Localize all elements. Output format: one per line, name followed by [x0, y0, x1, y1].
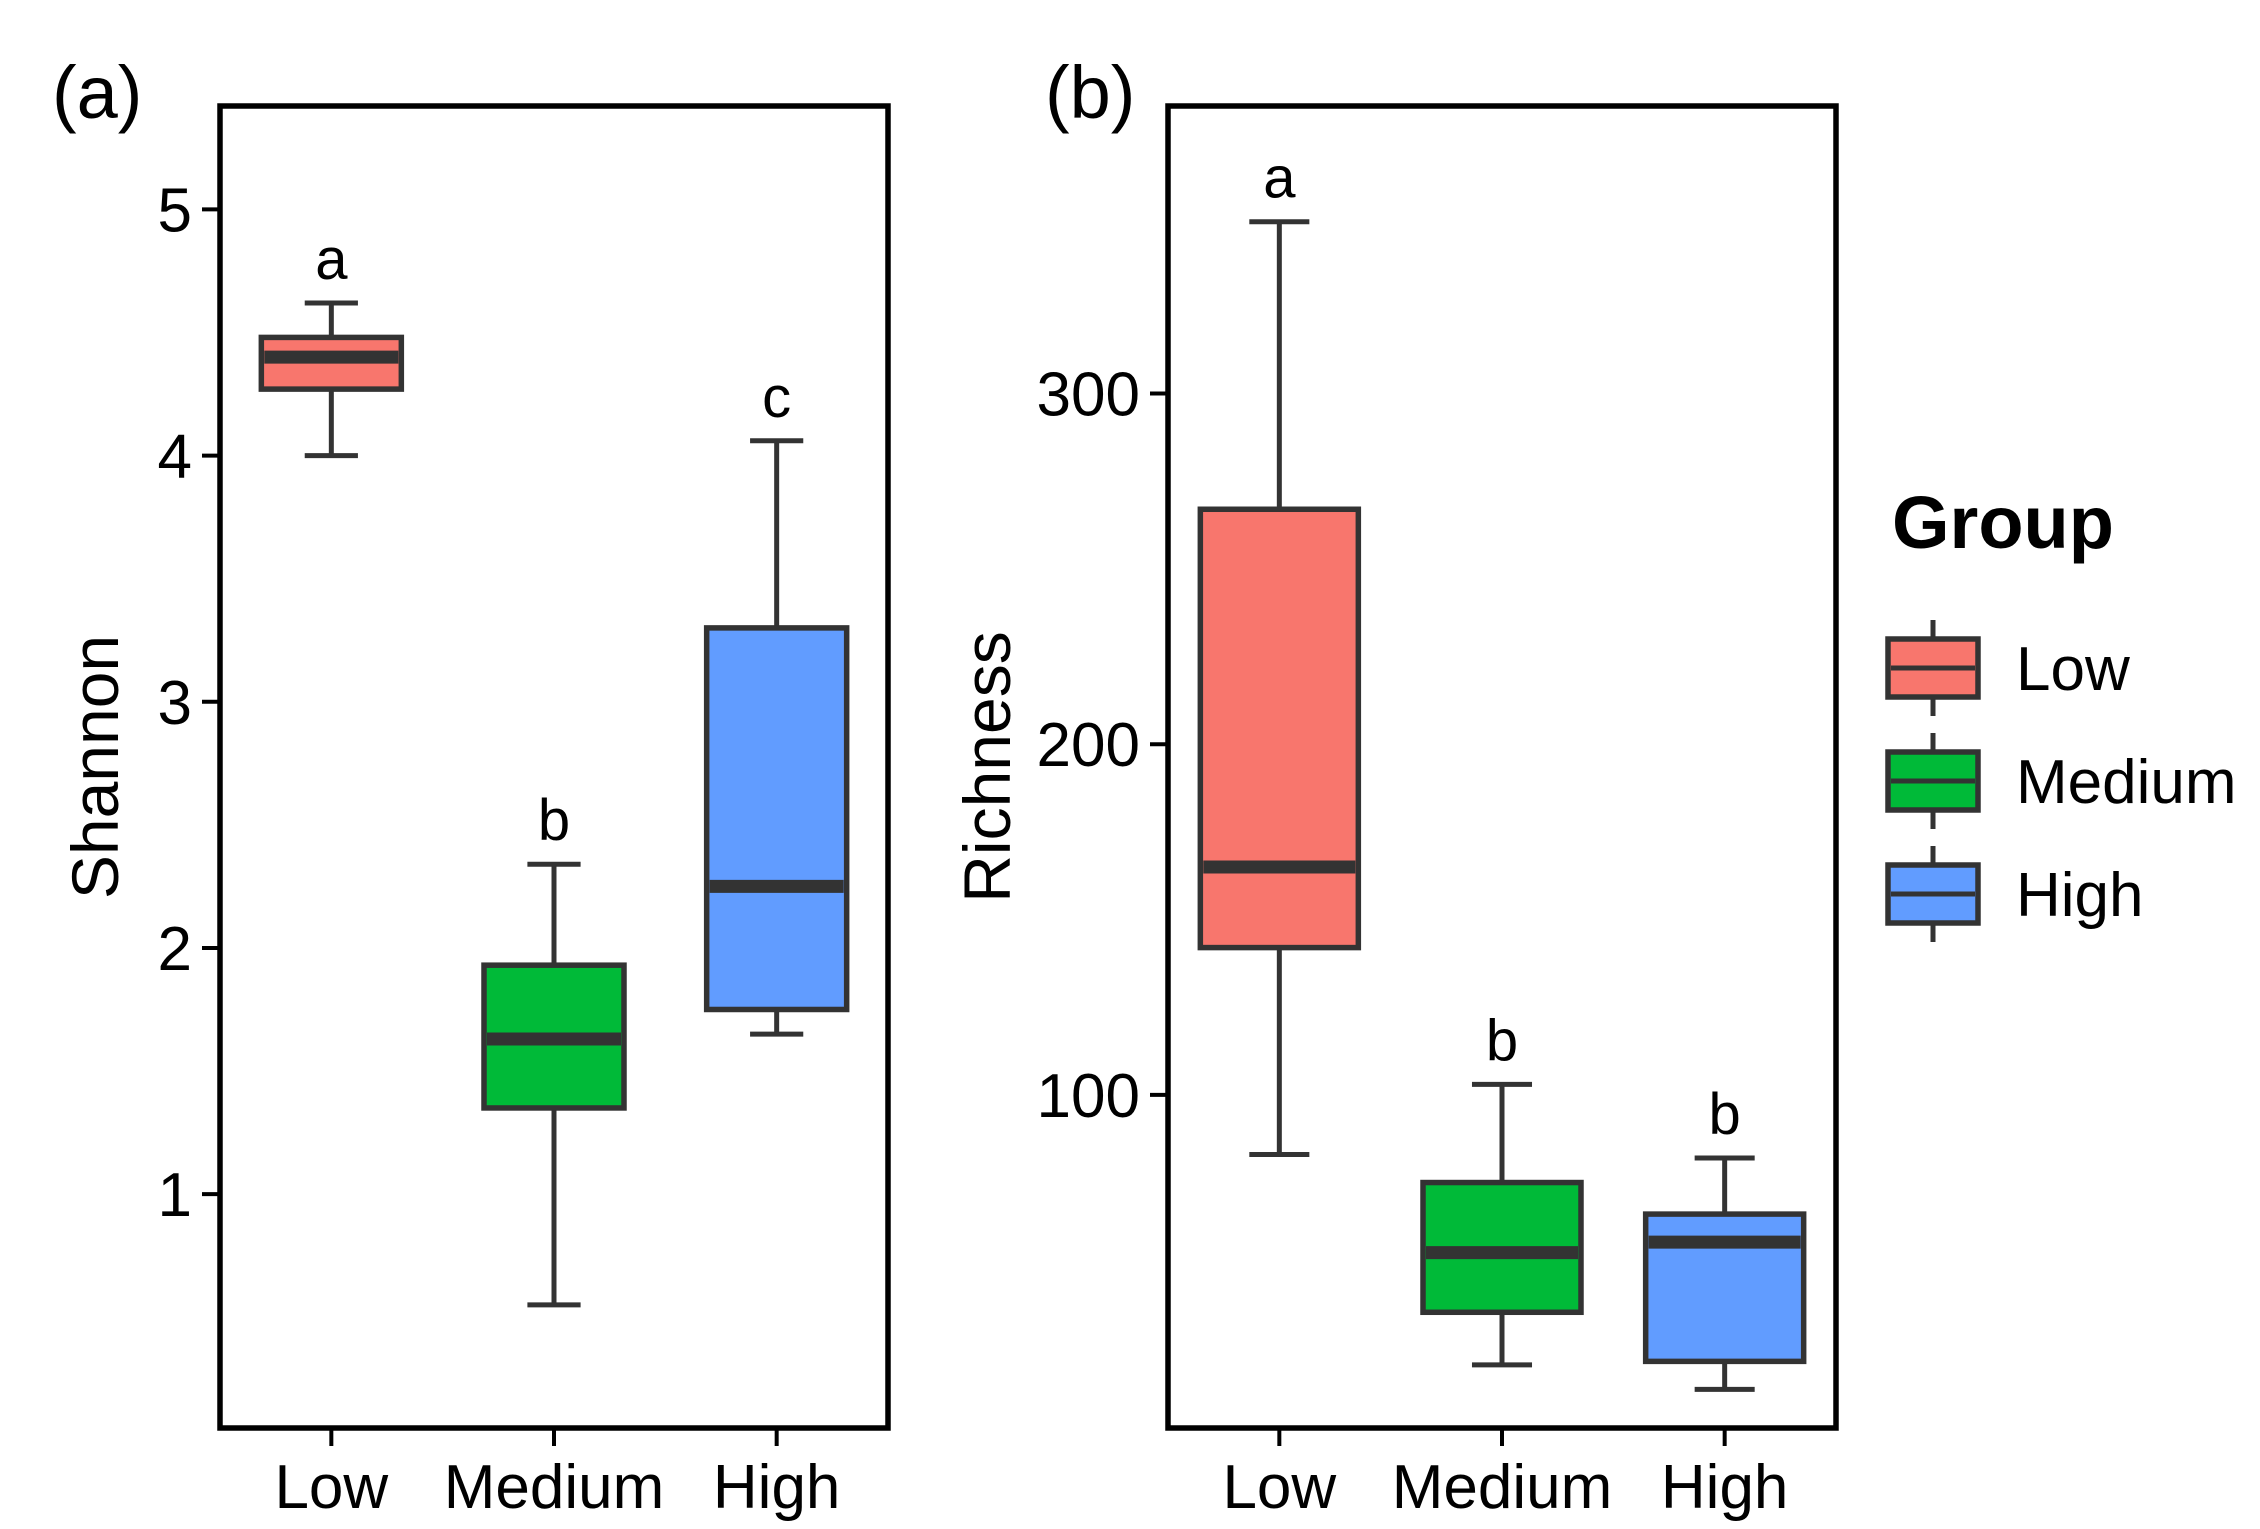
significance-letter: c	[762, 365, 791, 430]
box-medium: b	[1420, 1008, 1584, 1368]
legend-label-low: Low	[2016, 635, 2130, 704]
x-tick-label-high: High	[713, 1453, 841, 1522]
legend-key-low	[1885, 620, 1981, 716]
box-high: c	[703, 365, 850, 1037]
legend-label-high: High	[2016, 861, 2144, 930]
y-tick-label: 100	[1037, 1062, 1140, 1131]
y-tick-label: 4	[158, 423, 192, 492]
panel-b-richness: (b) Richness 100 200 300 Low Medium High a b b	[950, 51, 1839, 1522]
significance-letter: b	[538, 788, 570, 853]
x-tick-label-medium: Medium	[1392, 1453, 1613, 1522]
significance-letter: b	[1709, 1082, 1741, 1147]
y-tick-label: 5	[158, 176, 192, 245]
y-axis-title: Richness	[950, 631, 1024, 902]
legend-key-high	[1885, 846, 1981, 942]
box-medium: b	[481, 788, 627, 1308]
iqr-box	[703, 625, 850, 1013]
x-tick-label-medium: Medium	[444, 1453, 665, 1522]
panel-frame	[217, 103, 891, 1431]
legend-title: Group	[1892, 481, 2114, 564]
legend: Group Low Medium High	[1885, 481, 2237, 942]
significance-letter: a	[1263, 146, 1296, 211]
x-tick-label-low: Low	[1222, 1453, 1336, 1522]
y-tick-label: 2	[158, 915, 192, 984]
y-axis-title: Shannon	[58, 635, 132, 899]
legend-key-medium	[1885, 733, 1981, 829]
panel-a-shannon: (a) Shannon 1 2 3 4 5 Low Medium High a b c	[52, 51, 891, 1522]
x-tick-label-low: Low	[274, 1453, 388, 1522]
box-high: b	[1642, 1082, 1807, 1392]
significance-letter: a	[315, 227, 348, 292]
y-tick-label: 3	[158, 669, 192, 738]
legend-label-medium: Medium	[2016, 748, 2237, 817]
panel-label: (b)	[1045, 51, 1135, 134]
iqr-box	[1197, 506, 1362, 951]
box-low: a	[1197, 146, 1362, 1157]
x-tick-label-high: High	[1661, 1453, 1789, 1522]
y-tick-label: 1	[158, 1161, 192, 1230]
panel-frame	[1165, 103, 1839, 1431]
y-tick-label: 300	[1037, 361, 1140, 430]
significance-letter: b	[1486, 1008, 1518, 1073]
panel-label: (a)	[52, 51, 142, 134]
box-low: a	[258, 227, 405, 459]
y-tick-label: 200	[1037, 711, 1140, 780]
